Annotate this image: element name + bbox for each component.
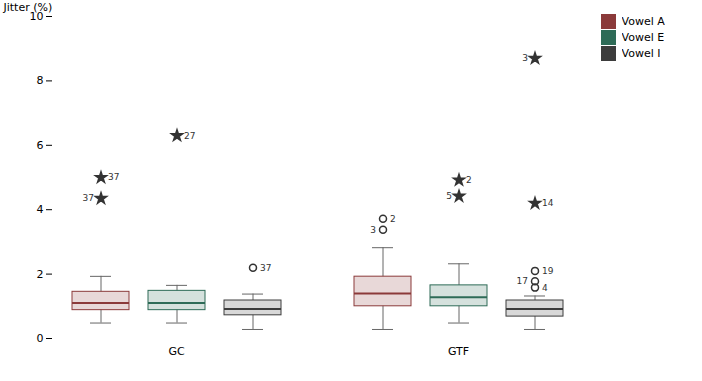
svg-text:37: 37 [260, 263, 271, 273]
svg-text:37: 37 [83, 193, 94, 203]
svg-text:8: 8 [37, 74, 44, 87]
svg-text:2: 2 [466, 175, 472, 185]
svg-text:14: 14 [542, 198, 554, 208]
svg-text:2: 2 [390, 214, 396, 224]
svg-text:5: 5 [446, 191, 452, 201]
svg-text:37: 37 [108, 172, 119, 182]
svg-text:Jitter (%): Jitter (%) [3, 1, 53, 14]
svg-text:27: 27 [184, 131, 195, 141]
svg-text:GTF: GTF [448, 345, 469, 358]
svg-text:6: 6 [37, 139, 44, 152]
html-text:Vowel A: Vowel A [621, 15, 665, 28]
html-text:Vowel E: Vowel E [621, 31, 665, 44]
svg-text:3: 3 [370, 225, 376, 235]
svg-text:GC: GC [168, 345, 185, 358]
svg-text:0: 0 [37, 332, 44, 345]
svg-text:10: 10 [29, 10, 44, 23]
html-text:Vowel I: Vowel I [621, 47, 661, 60]
svg-text:19: 19 [542, 266, 554, 276]
svg-text:4: 4 [37, 203, 44, 216]
svg-text:17: 17 [517, 276, 528, 286]
svg-text:2: 2 [37, 268, 44, 281]
svg-text:3: 3 [522, 53, 528, 63]
svg-text:4: 4 [542, 283, 548, 293]
